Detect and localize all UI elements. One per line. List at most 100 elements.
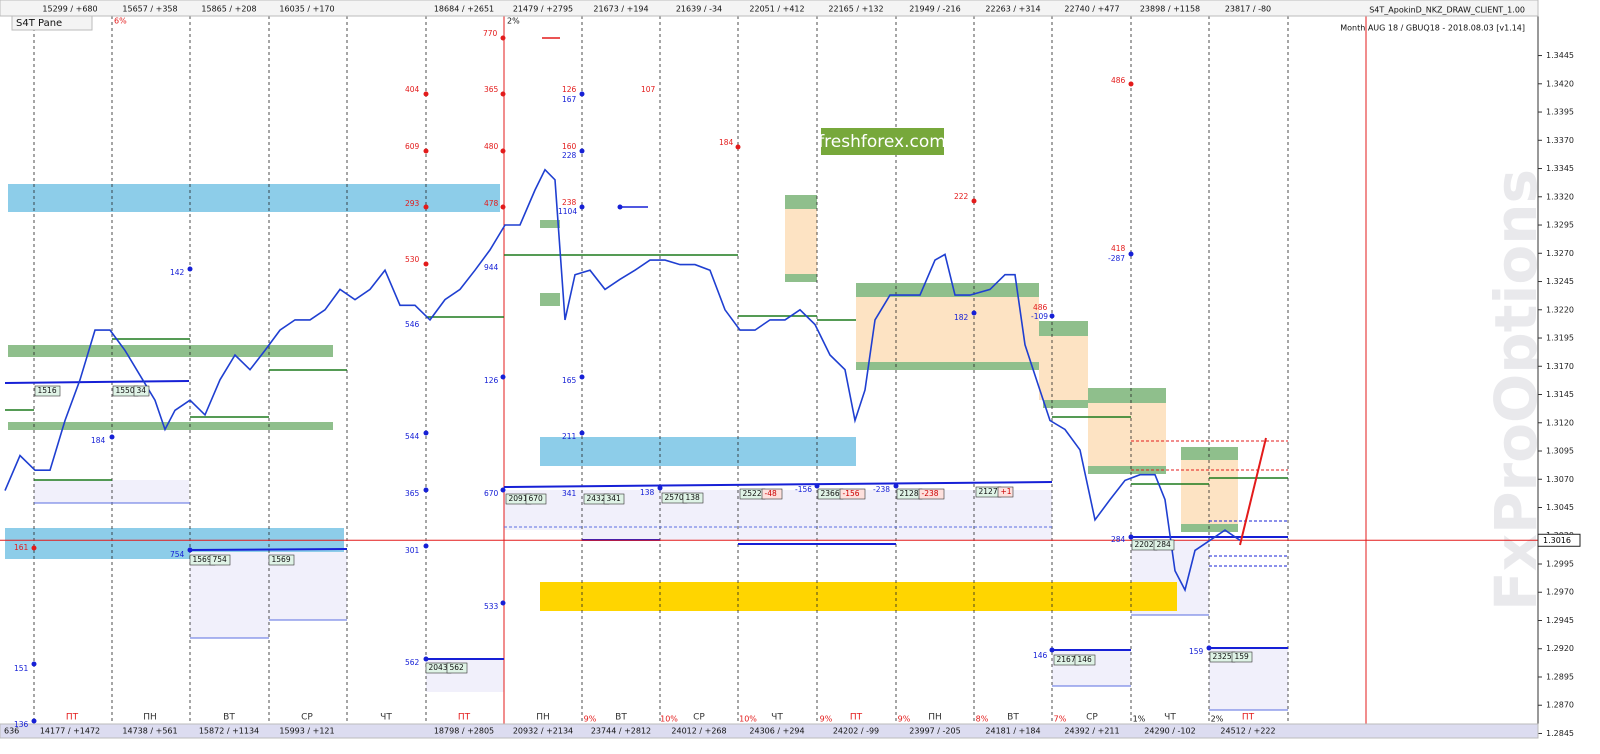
- zone: [540, 582, 1177, 611]
- box-label: 1569: [272, 555, 291, 564]
- top-stat: 21949 / -216: [909, 5, 960, 14]
- box-label-frame: [1231, 651, 1253, 663]
- bottom-stat: 24181 / +184: [985, 727, 1040, 736]
- level-label: 609: [405, 142, 420, 151]
- level-label: 365: [405, 489, 420, 498]
- level-dot: [423, 148, 429, 154]
- y-tick-label: 1.3370: [1546, 136, 1574, 145]
- level-dot: [579, 204, 585, 210]
- level-dot: [893, 483, 899, 489]
- level-label: 486: [1033, 303, 1048, 312]
- zone: [1088, 403, 1166, 466]
- level-dot: [971, 198, 977, 204]
- level-dot: [971, 310, 977, 316]
- day-label: СР: [693, 713, 705, 723]
- zone: [540, 220, 560, 228]
- y-tick-label: 1.3045: [1546, 503, 1574, 512]
- day-label: ПН: [143, 713, 157, 723]
- zone: [190, 552, 269, 638]
- level-label: 165: [562, 376, 577, 385]
- level-label: 107: [641, 85, 656, 94]
- level-label: 167: [562, 95, 577, 104]
- box-label: 2202: [1135, 540, 1154, 549]
- box-label: 146: [1078, 655, 1093, 664]
- level-label: 301: [405, 546, 420, 555]
- zone: [1181, 460, 1238, 524]
- level-label: 228: [562, 151, 577, 160]
- level-label: 770: [483, 29, 498, 38]
- box-label: 2325: [1213, 652, 1232, 661]
- box-label: 2167: [1057, 655, 1076, 664]
- zone: [785, 195, 817, 209]
- box-label: -238: [922, 489, 939, 498]
- bottom-stat: 14177 / +1472: [40, 727, 100, 736]
- ad-text[interactable]: freshforex.com: [818, 132, 946, 152]
- zone: [785, 274, 817, 282]
- level-label: 562: [405, 658, 420, 667]
- level-label: 754: [170, 550, 185, 559]
- box-label: 2366: [821, 489, 840, 498]
- zone: [856, 283, 1039, 297]
- bottom-stat: 24392 / +211: [1064, 727, 1119, 736]
- ad-box[interactable]: [821, 128, 944, 155]
- level-label: 365: [484, 85, 499, 94]
- y-tick-label: 1.2870: [1546, 701, 1574, 710]
- box-label-frame: [133, 385, 150, 397]
- box-label: 2127: [979, 487, 998, 496]
- day-percent: 2%: [1211, 715, 1224, 724]
- y-tick-label: 1.2970: [1546, 588, 1574, 597]
- level-label: 480: [484, 142, 499, 151]
- blue-level: [189, 548, 348, 551]
- y-tick-label: 1.3420: [1546, 79, 1574, 88]
- level-label: 211: [562, 432, 577, 441]
- bottom-stat: 14738 / +561: [122, 727, 177, 736]
- zone: [540, 437, 856, 466]
- level-dot: [500, 600, 506, 606]
- day-label: СР: [301, 713, 313, 723]
- level-label: 184: [719, 138, 734, 147]
- info-label: Month AUG 18 / GBUQ18 - 2018.08.03 [v1.1…: [1340, 24, 1525, 33]
- blue-level: [503, 481, 1053, 488]
- level-label: 126: [562, 85, 577, 94]
- level-label: 530: [405, 255, 420, 264]
- day-percent: 8%: [976, 715, 989, 724]
- box-label: -156: [843, 489, 860, 498]
- box-label-frame: [682, 492, 704, 504]
- y-tick-label: 1.2895: [1546, 672, 1574, 681]
- box-label: 2128: [900, 489, 919, 498]
- level-dot: [423, 261, 429, 267]
- bottom-stat: 24306 / +294: [749, 727, 804, 736]
- level-dot: [579, 91, 585, 97]
- bottom-bar: [0, 723, 1539, 739]
- top-percent: 6%: [114, 17, 127, 26]
- zone: [1043, 400, 1088, 408]
- current-price-label: 1.3016: [1543, 536, 1571, 545]
- day-percent: 1%: [1133, 715, 1146, 724]
- level-dot: [500, 91, 506, 97]
- box-label: 670: [529, 494, 544, 503]
- box-label: 284: [1157, 540, 1172, 549]
- top-stat: 15657 / +358: [122, 5, 177, 14]
- zone: [1039, 321, 1088, 336]
- level-label: 418: [1111, 244, 1126, 253]
- zone: [8, 184, 500, 212]
- box-label: 2043: [429, 663, 448, 672]
- box-label: 1550: [116, 386, 135, 395]
- y-tick-label: 1.3220: [1546, 305, 1574, 314]
- level-dot: [657, 485, 663, 491]
- level-label: 138: [640, 488, 655, 497]
- pane-label-box: [11, 15, 93, 31]
- level-dot: [500, 487, 506, 493]
- level-dot: [500, 35, 506, 41]
- level-label: 222: [954, 192, 969, 201]
- box-label: 754: [213, 555, 228, 564]
- level-label: 670: [484, 489, 499, 498]
- level-label: 238: [562, 198, 577, 207]
- y-tick-label: 1.2995: [1546, 559, 1574, 568]
- target-arrow: [1239, 437, 1267, 546]
- day-label: СР: [1086, 713, 1098, 723]
- zone: [1039, 336, 1088, 400]
- box-label: 341: [607, 494, 622, 503]
